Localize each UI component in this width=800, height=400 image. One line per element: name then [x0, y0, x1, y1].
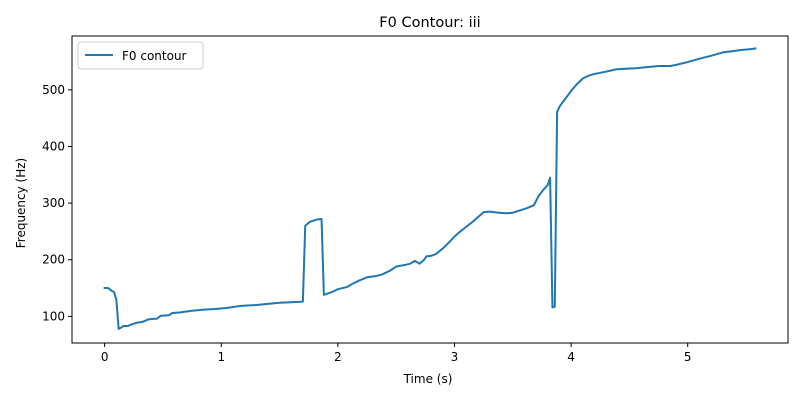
- y-tick-label: 400: [42, 139, 65, 153]
- legend: F0 contour: [77, 41, 204, 70]
- y-axis-ticks: 100 200 300 400 500: [42, 83, 72, 323]
- series-line-f0-contour: [103, 47, 757, 330]
- y-tick-label: 200: [42, 253, 65, 267]
- y-tick-label: 100: [42, 309, 65, 323]
- chart-title: F0 Contour: iii: [379, 15, 480, 31]
- legend-label-f0-contour: F0 contour: [122, 49, 187, 63]
- x-tick-label: 0: [101, 350, 109, 364]
- x-axis-label: Time (s): [403, 372, 453, 386]
- x-tick-label: 4: [567, 350, 575, 364]
- x-axis-ticks: 0 1 2 3 4 5: [101, 343, 692, 364]
- y-tick-label: 300: [42, 196, 65, 210]
- y-tick-label: 500: [42, 83, 65, 97]
- x-tick-label: 2: [334, 350, 342, 364]
- legend-box: [77, 41, 204, 70]
- axes-frame: [71, 35, 789, 344]
- y-axis-label: Frequency (Hz): [14, 158, 28, 249]
- x-tick-label: 5: [684, 350, 692, 364]
- x-tick-label: 1: [217, 350, 225, 364]
- plot-area: [71, 35, 789, 344]
- x-tick-label: 3: [451, 350, 459, 364]
